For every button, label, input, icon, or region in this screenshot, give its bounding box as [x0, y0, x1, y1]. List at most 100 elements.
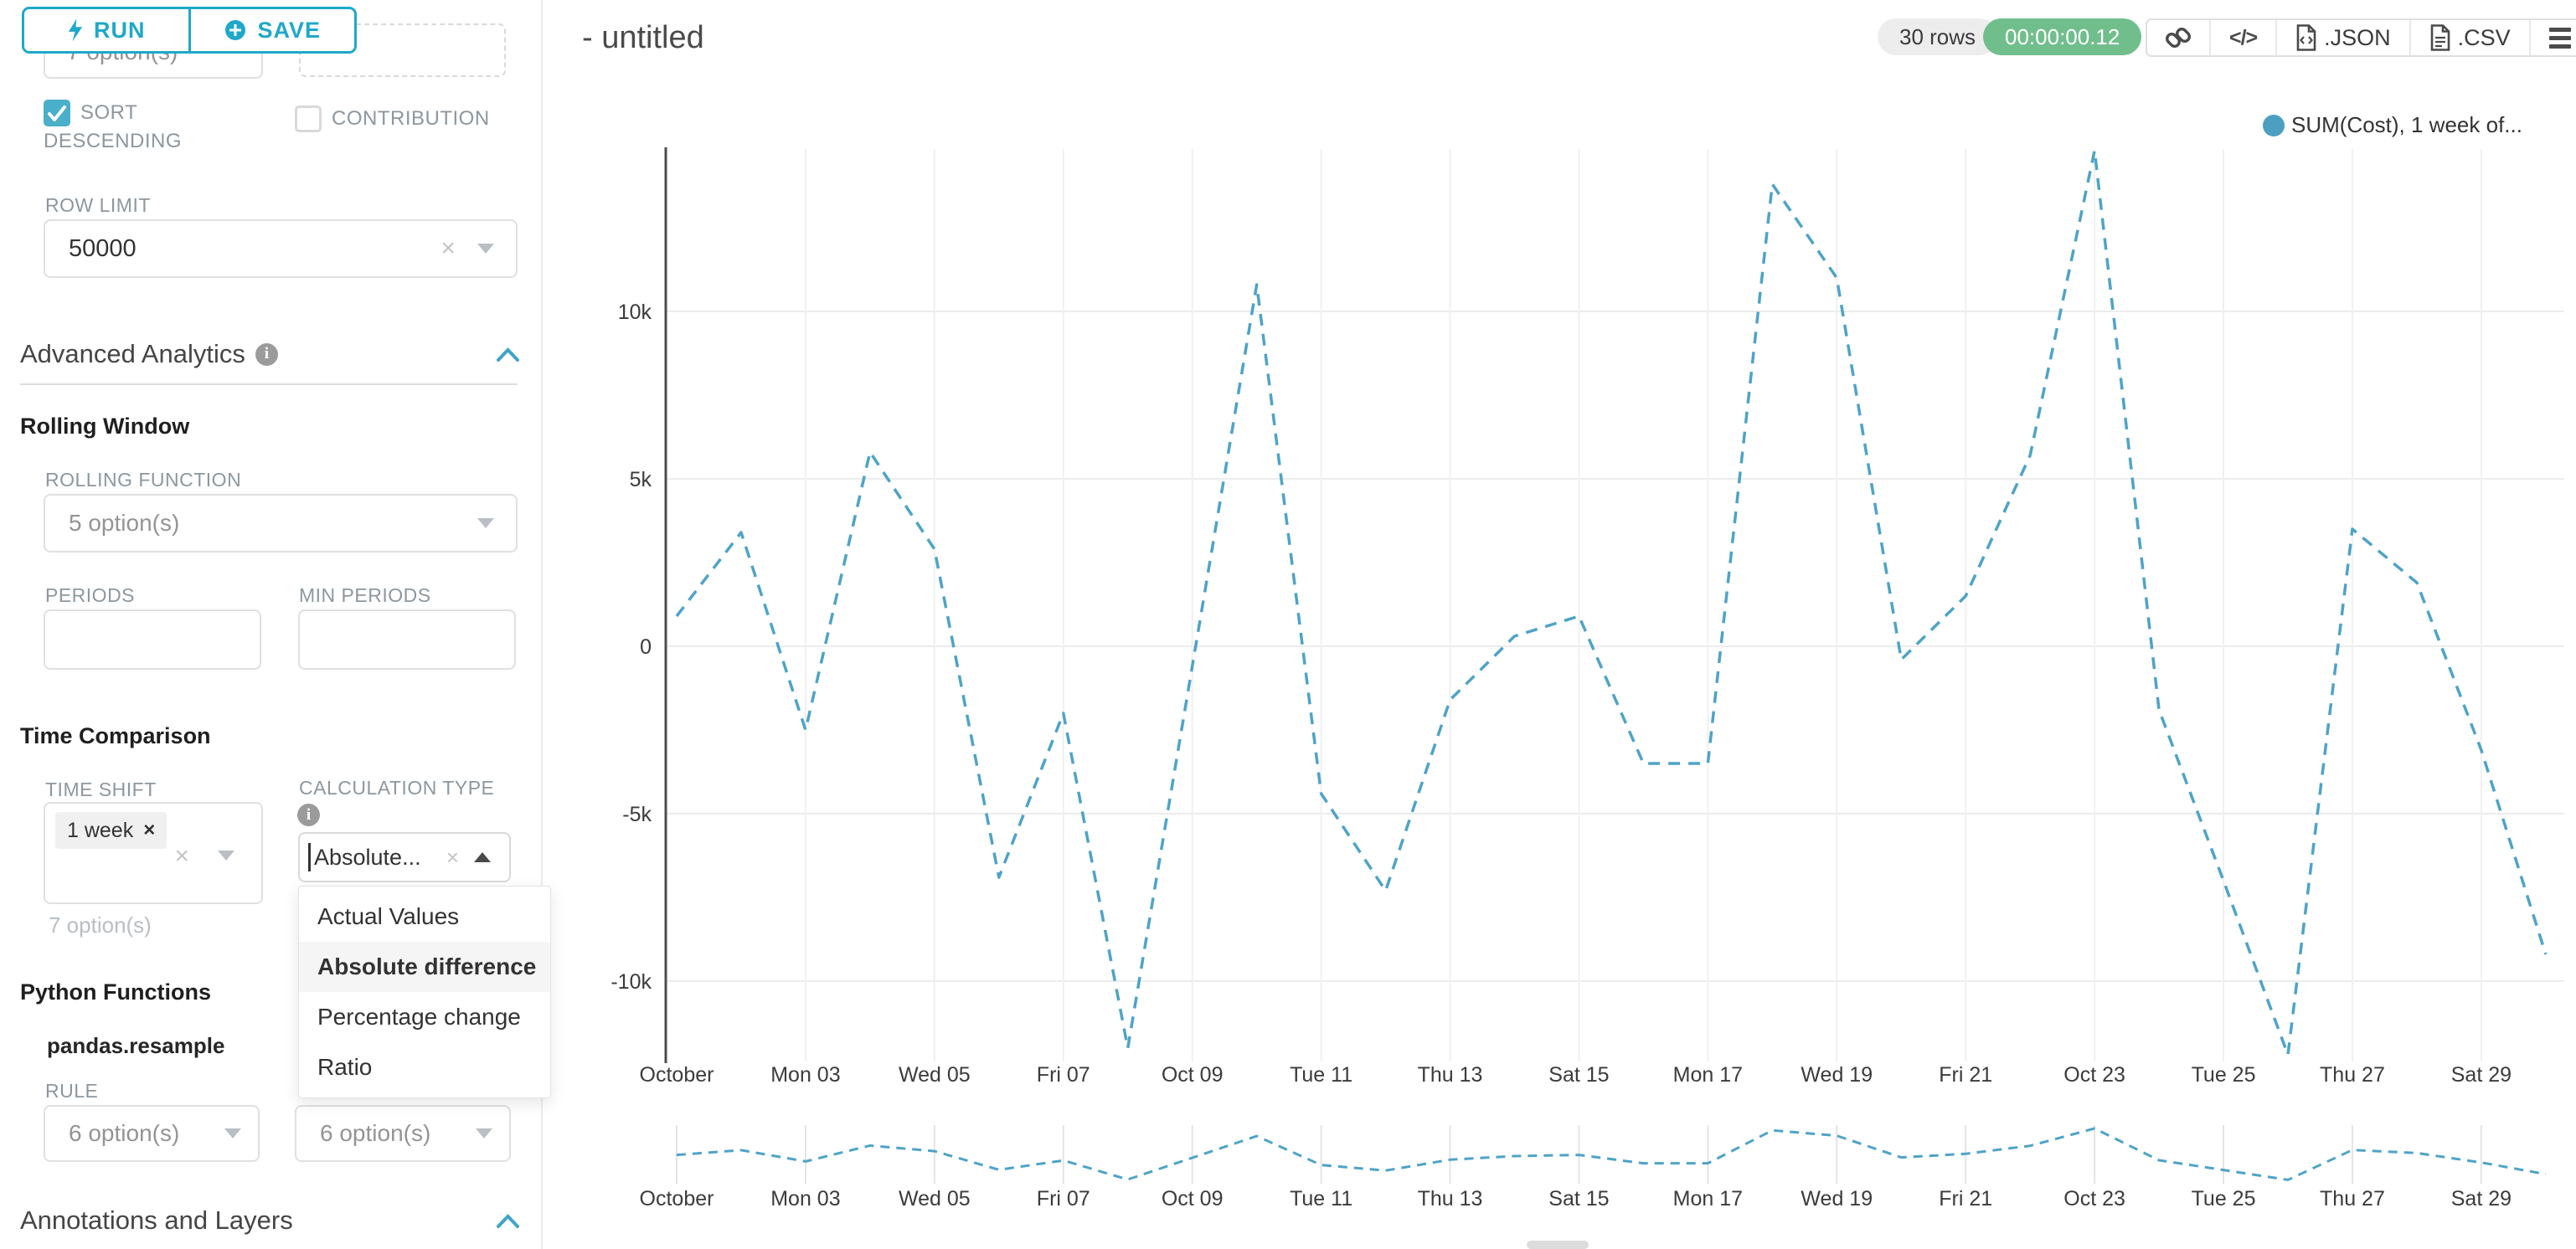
min-periods-input[interactable] [298, 609, 516, 670]
rule-value: 6 option(s) [69, 1120, 180, 1146]
time-shift-multiselect[interactable]: 1 week × × [44, 802, 263, 904]
dropdown-option[interactable]: Ratio [317, 1054, 373, 1080]
chart-title[interactable]: - untitled [582, 20, 704, 55]
svg-text:-10k: -10k [611, 970, 652, 994]
svg-text:Fri 07: Fri 07 [1037, 1187, 1090, 1210]
annotations-layers-title: Annotations and Layers [20, 1205, 293, 1235]
pandas-resample-label: pandas.resample [47, 1033, 225, 1058]
rolling-function-label: ROLLING FUNCTION [45, 469, 242, 491]
link-icon [2166, 28, 2191, 48]
plus-circle-icon [225, 20, 246, 40]
fill-method-select[interactable]: 6 option(s) [295, 1105, 511, 1162]
chart-svg[interactable]: 10k 5k 0 -5k -10k October October Mon 03 Mon 03 W… [586, 126, 2576, 1249]
svg-text:-5k: -5k [622, 803, 652, 826]
chevron-down-icon[interactable] [477, 244, 494, 254]
periods-input[interactable] [44, 609, 261, 670]
annotations-layers-header[interactable]: Annotations and Layers [20, 1205, 519, 1236]
clear-icon[interactable]: × [440, 234, 456, 262]
chevron-down-icon[interactable] [477, 518, 494, 528]
save-button[interactable]: SAVE [191, 9, 355, 51]
dropdown-option[interactable]: Absolute difference [299, 942, 550, 992]
csv-label: .CSV [2457, 24, 2511, 50]
chevron-down-icon[interactable] [476, 1128, 492, 1138]
chevron-down-icon[interactable] [218, 851, 234, 861]
min-periods-label: MIN PERIODS [299, 584, 431, 606]
dropdown-option[interactable]: Actual Values [317, 903, 460, 929]
calculation-type-label: CALCULATION TYPE [299, 777, 495, 799]
time-shift-tag-label: 1 week [67, 818, 134, 842]
clear-icon[interactable]: × [174, 842, 189, 870]
chevron-up-icon[interactable] [474, 852, 491, 862]
contribution-checkbox[interactable]: CONTRIBUTION [295, 105, 546, 133]
svg-text:Wed 05: Wed 05 [899, 1187, 971, 1210]
export-json-button[interactable]: .JSON [2275, 20, 2409, 55]
legend-dot-icon [2263, 114, 2285, 136]
run-button[interactable]: RUN [24, 9, 191, 51]
fill-method-value: 6 option(s) [320, 1120, 431, 1146]
sort-descending-label: SORT DESCENDING [44, 101, 183, 152]
svg-text:Mon 17: Mon 17 [1673, 1063, 1743, 1087]
svg-text:Thu 13: Thu 13 [1418, 1187, 1483, 1210]
svg-text:Tue 11: Tue 11 [1290, 1063, 1352, 1087]
svg-text:Fri 21: Fri 21 [1939, 1063, 1992, 1087]
text-cursor [308, 843, 311, 871]
svg-text:October: October [640, 1187, 714, 1210]
view-query-button[interactable]: </> [2209, 20, 2275, 55]
rolling-function-value: 5 option(s) [69, 510, 180, 536]
sidebar-divider [541, 0, 543, 1249]
clear-icon[interactable]: × [446, 844, 459, 870]
svg-text:Sat 29: Sat 29 [2451, 1187, 2512, 1210]
rows-badge: 30 rows [1878, 18, 1998, 55]
svg-text:Wed 19: Wed 19 [1801, 1063, 1873, 1087]
rule-select[interactable]: 6 option(s) [44, 1105, 260, 1162]
advanced-analytics-header[interactable]: Advanced Analytics i [20, 339, 519, 369]
json-label: .JSON [2324, 24, 2391, 50]
chevron-down-icon[interactable] [224, 1128, 241, 1138]
checkbox-unchecked-icon[interactable] [295, 105, 322, 132]
sort-descending-checkbox[interactable]: SORT DESCENDING [44, 99, 224, 156]
row-limit-select[interactable]: 50000 × [44, 219, 518, 278]
timer-badge-label: 00:00:00.12 [2005, 23, 2120, 49]
calculation-type-dropdown: Actual Values Absolute difference Percenta… [298, 886, 551, 1098]
dropdown-option[interactable]: Percentage change [317, 1004, 521, 1030]
rolling-function-select[interactable]: 5 option(s) [44, 494, 518, 553]
svg-text:Oct 09: Oct 09 [1162, 1063, 1224, 1087]
timer-badge: 00:00:00.12 [1983, 18, 2142, 55]
svg-text:Fri 21: Fri 21 [1939, 1187, 1992, 1210]
svg-text:0: 0 [640, 635, 652, 659]
row-limit-label: ROW LIMIT [45, 194, 151, 216]
rolling-window-title: Rolling Window [20, 414, 190, 439]
file-text-icon [2430, 24, 2450, 51]
calculation-type-value: Absolute... [314, 844, 421, 870]
rule-label: RULE [45, 1080, 99, 1102]
query-button-bar: RUN SAVE [22, 7, 357, 54]
periods-label: PERIODS [45, 584, 136, 606]
more-menu-button[interactable] [2528, 20, 2576, 55]
chevron-up-icon[interactable] [497, 1213, 519, 1228]
copy-link-button[interactable] [2147, 20, 2209, 55]
svg-text:5k: 5k [630, 468, 652, 491]
checkbox-checked-icon[interactable] [44, 100, 70, 126]
svg-text:Wed 19: Wed 19 [1801, 1187, 1873, 1210]
save-label: SAVE [257, 17, 322, 43]
svg-text:Sat 15: Sat 15 [1548, 1187, 1609, 1210]
svg-text:Sat 15: Sat 15 [1548, 1063, 1609, 1087]
calculation-type-select[interactable]: Absolute... × [298, 832, 511, 882]
chevron-up-icon[interactable] [497, 347, 519, 362]
export-csv-button[interactable]: .CSV [2409, 20, 2529, 55]
svg-text:Mon 17: Mon 17 [1673, 1187, 1743, 1210]
legend-item[interactable]: SUM(Cost), 1 week of... [2263, 112, 2522, 138]
svg-text:Mon 03: Mon 03 [770, 1063, 840, 1087]
svg-text:October: October [640, 1063, 714, 1087]
horizontal-scrollbar-thumb[interactable] [1527, 1241, 1589, 1249]
info-icon: i [255, 342, 278, 366]
svg-text:Thu 13: Thu 13 [1418, 1063, 1483, 1087]
time-shift-tag: 1 week × [55, 812, 167, 849]
time-shift-placeholder: 7 option(s) [49, 912, 152, 938]
svg-text:Oct 23: Oct 23 [2063, 1187, 2125, 1210]
info-icon: i [297, 804, 320, 826]
export-button-group: </> .JSON .CSV [2146, 18, 2576, 57]
tag-close-icon[interactable]: × [143, 819, 156, 841]
svg-text:Mon 03: Mon 03 [770, 1187, 840, 1210]
